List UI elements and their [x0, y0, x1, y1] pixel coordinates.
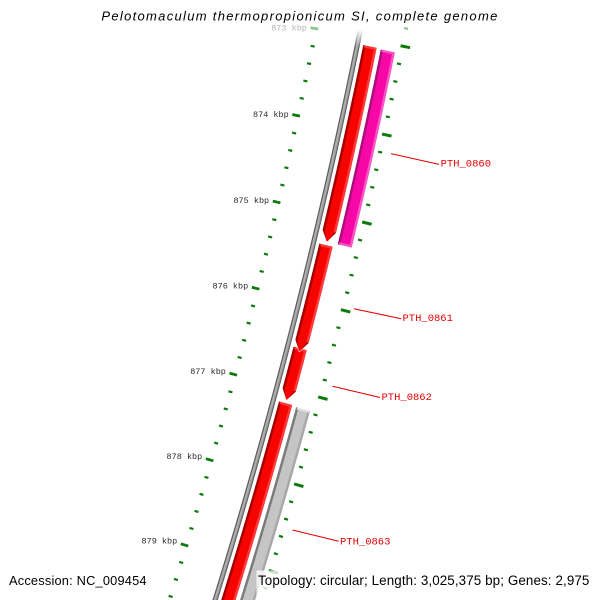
svg-text:875 kbp: 875 kbp: [233, 196, 269, 206]
svg-text:Accession: NC_009454: Accession: NC_009454: [9, 573, 147, 588]
svg-text:877 kbp: 877 kbp: [190, 367, 226, 377]
svg-text:Pelotomaculum thermopropionicu: Pelotomaculum thermopropionicum SI, comp…: [101, 9, 498, 24]
svg-text:PTH_0861: PTH_0861: [403, 313, 453, 325]
svg-text:Topology: circular; Length: 3,: Topology: circular; Length: 3,025,375 bp…: [258, 573, 589, 588]
svg-text:PTH_0860: PTH_0860: [441, 158, 491, 170]
svg-text:873 kbp: 873 kbp: [271, 24, 307, 34]
svg-text:876 kbp: 876 kbp: [213, 282, 249, 292]
svg-text:PTH_0863: PTH_0863: [340, 537, 390, 549]
svg-text:878 kbp: 878 kbp: [167, 452, 203, 462]
svg-text:PTH_0862: PTH_0862: [382, 392, 432, 404]
svg-text:874 kbp: 874 kbp: [253, 110, 289, 120]
svg-text:879 kbp: 879 kbp: [142, 536, 178, 546]
